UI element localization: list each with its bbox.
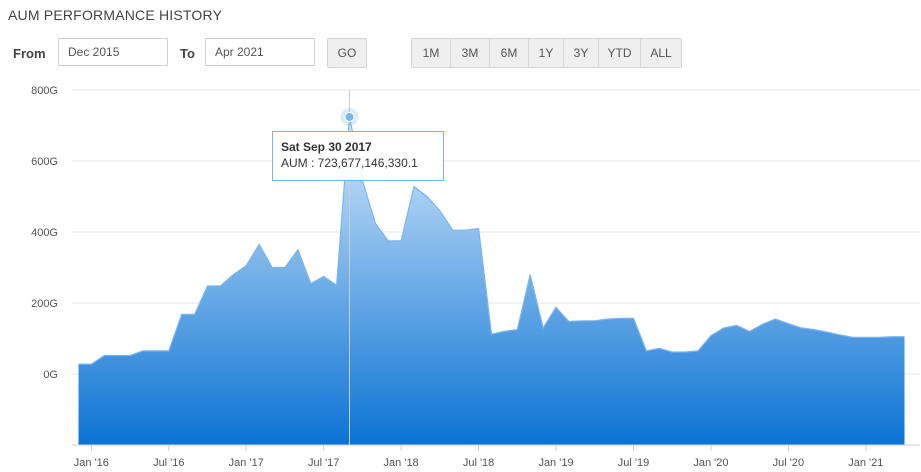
to-date-input[interactable]: [205, 38, 315, 66]
x-axis: Jan '16 Jul '16 Jan '17 Jul '17 Jan '18 Jul '…: [72, 444, 920, 469]
x-tick-label: Jan '18: [384, 457, 419, 469]
y-axis: 0G 200G 400G 600G 800G: [31, 85, 58, 381]
y-tick-label: 800G: [31, 85, 58, 97]
y-tick-label: 400G: [31, 227, 58, 239]
page-title: AUM PERFORMANCE HISTORY: [8, 7, 223, 23]
x-tick-label: Jul '16: [153, 457, 184, 469]
go-button[interactable]: GO: [327, 38, 367, 68]
y-tick-label: 0G: [43, 369, 58, 381]
from-date-input[interactable]: [58, 38, 168, 66]
to-label: To: [180, 46, 195, 61]
x-tick-label: Jan '20: [693, 457, 728, 469]
x-tick-label: Jan '16: [74, 457, 109, 469]
area-series: [78, 116, 905, 445]
area-fill: [78, 117, 905, 445]
range-button-3m[interactable]: 3M: [450, 39, 489, 67]
range-button-6m[interactable]: 6M: [489, 39, 528, 67]
x-tick-label: Jan '17: [229, 457, 264, 469]
y-tick-label: 200G: [31, 298, 58, 310]
range-button-ytd[interactable]: YTD: [598, 39, 640, 67]
series-line: [78, 116, 905, 365]
x-tick-label: Jul '17: [308, 457, 339, 469]
x-tick-label: Jul '18: [463, 457, 494, 469]
hover-marker: [344, 111, 355, 122]
tooltip-date: Sat Sep 30 2017: [281, 140, 372, 154]
range-selector: 1M 3M 6M 1Y 3Y YTD ALL: [411, 38, 682, 68]
range-button-1m[interactable]: 1M: [412, 39, 450, 67]
range-button-3y[interactable]: 3Y: [563, 39, 598, 67]
x-tick-label: Jul '19: [618, 457, 649, 469]
y-tick-label: 600G: [31, 156, 58, 168]
range-button-all[interactable]: ALL: [640, 39, 681, 67]
from-label: From: [13, 46, 46, 61]
x-tick-label: Jan '19: [538, 457, 573, 469]
tooltip: Sat Sep 30 2017 AUM : 723,677,146,330.1: [272, 131, 444, 181]
x-tick-label: Jan '21: [848, 457, 883, 469]
range-button-1y[interactable]: 1Y: [528, 39, 563, 67]
tooltip-value: AUM : 723,677,146,330.1: [281, 156, 418, 170]
x-tick-label: Jul '20: [773, 457, 804, 469]
